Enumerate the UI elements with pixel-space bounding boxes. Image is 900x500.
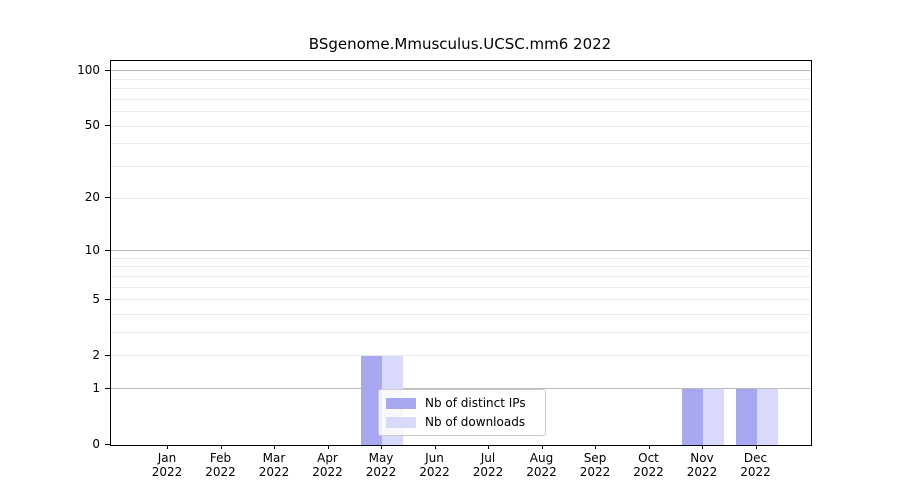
x-tick-mark-jul [488, 445, 489, 449]
gridline-minor-9 [111, 257, 811, 259]
x-tick-mark-may [381, 445, 382, 449]
gridline-minor-90 [111, 78, 811, 80]
x-tick-mark-aug [541, 445, 543, 449]
x-tick-mark-nov [702, 445, 703, 449]
x-tick-mark-sep [595, 445, 596, 449]
x-tick-label-dec: Dec 2022 [740, 451, 771, 479]
gridline-major-10 [111, 250, 811, 252]
bar-nov-distinct-ips [682, 388, 703, 445]
x-tick-label-apr: Apr 2022 [312, 451, 343, 479]
x-tick-label-mar: Mar 2022 [258, 451, 290, 479]
gridline-minor-30 [111, 166, 811, 168]
y-tick-mark-50 [105, 125, 110, 127]
gridline-minor-70 [111, 98, 811, 100]
y-tick-mark-1 [105, 387, 110, 389]
x-tick-label-may: May 2022 [365, 451, 397, 479]
x-tick-mark-dec [755, 445, 757, 449]
x-tick-mark-oct [648, 445, 650, 449]
y-tick-label-0: 0 [92, 437, 100, 451]
y-tick-mark-5 [105, 298, 110, 300]
x-tick-mark-apr [327, 445, 329, 449]
y-tick-mark-20 [105, 197, 110, 199]
y-tick-label-10: 10 [84, 242, 100, 257]
x-tick-label-aug: Aug 2022 [526, 451, 557, 479]
legend-swatch-distinct-ips-icon [386, 397, 416, 409]
x-tick-mark-jun [434, 445, 436, 449]
y-tick-label-20: 20 [84, 190, 100, 205]
bar-nov-downloads [703, 388, 724, 445]
legend-item-downloads: Nb of downloads [386, 415, 545, 429]
gridline-minor-40 [111, 143, 811, 145]
gridline-minor-50 [111, 125, 811, 127]
bar-dec-downloads [756, 388, 778, 445]
legend-label-downloads: Nb of downloads [425, 415, 526, 429]
x-tick-label-jul: Jul 2022 [472, 451, 504, 479]
gridline-major-1 [111, 388, 811, 390]
legend: Nb of distinct IPs Nb of downloads [378, 389, 546, 436]
legend-item-distinct-ips: Nb of distinct IPs [386, 396, 545, 410]
y-tick-label-50: 50 [84, 118, 100, 133]
gridline-minor-20 [111, 197, 811, 199]
y-tick-label-1: 1 [92, 380, 100, 395]
x-tick-mark-jan [167, 445, 168, 449]
gridline-minor-7 [111, 275, 811, 277]
y-tick-label-5: 5 [92, 291, 100, 306]
chart-title: BSgenome.Mmusculus.UCSC.mm6 2022 [308, 35, 612, 53]
x-tick-label-feb: Feb 2022 [205, 451, 236, 479]
bar-may-distinct-ips [361, 355, 382, 445]
y-tick-mark-0 [105, 444, 110, 445]
y-tick-label-100: 100 [77, 62, 100, 77]
x-tick-label-oct: Oct 2022 [633, 451, 664, 479]
gridline-minor-6 [111, 286, 811, 288]
legend-swatch-downloads-icon [386, 416, 416, 428]
legend-label-distinct-ips: Nb of distinct IPs [425, 396, 526, 410]
gridline-minor-2 [111, 355, 811, 357]
x-tick-label-jan: Jan 2022 [151, 451, 183, 479]
x-tick-label-nov: Nov 2022 [686, 451, 718, 479]
x-tick-mark-feb [220, 445, 222, 449]
plot-area [110, 60, 812, 446]
gridline-minor-4 [111, 314, 811, 315]
y-tick-mark-10 [105, 249, 110, 251]
x-tick-label-sep: Sep 2022 [579, 451, 611, 479]
gridline-minor-5 [111, 299, 811, 301]
gridline-minor-60 [111, 111, 811, 113]
x-tick-mark-mar [274, 445, 275, 449]
gridline-minor-8 [111, 266, 811, 268]
gridline-minor-3 [111, 332, 811, 334]
gridline-minor-80 [111, 88, 811, 90]
y-tick-mark-100 [105, 69, 110, 71]
y-tick-label-2: 2 [92, 347, 100, 362]
x-tick-label-jun: Jun 2022 [419, 451, 450, 479]
bar-dec-distinct-ips [735, 388, 757, 445]
y-tick-mark-2 [105, 354, 110, 356]
gridline-major-100 [111, 70, 811, 72]
